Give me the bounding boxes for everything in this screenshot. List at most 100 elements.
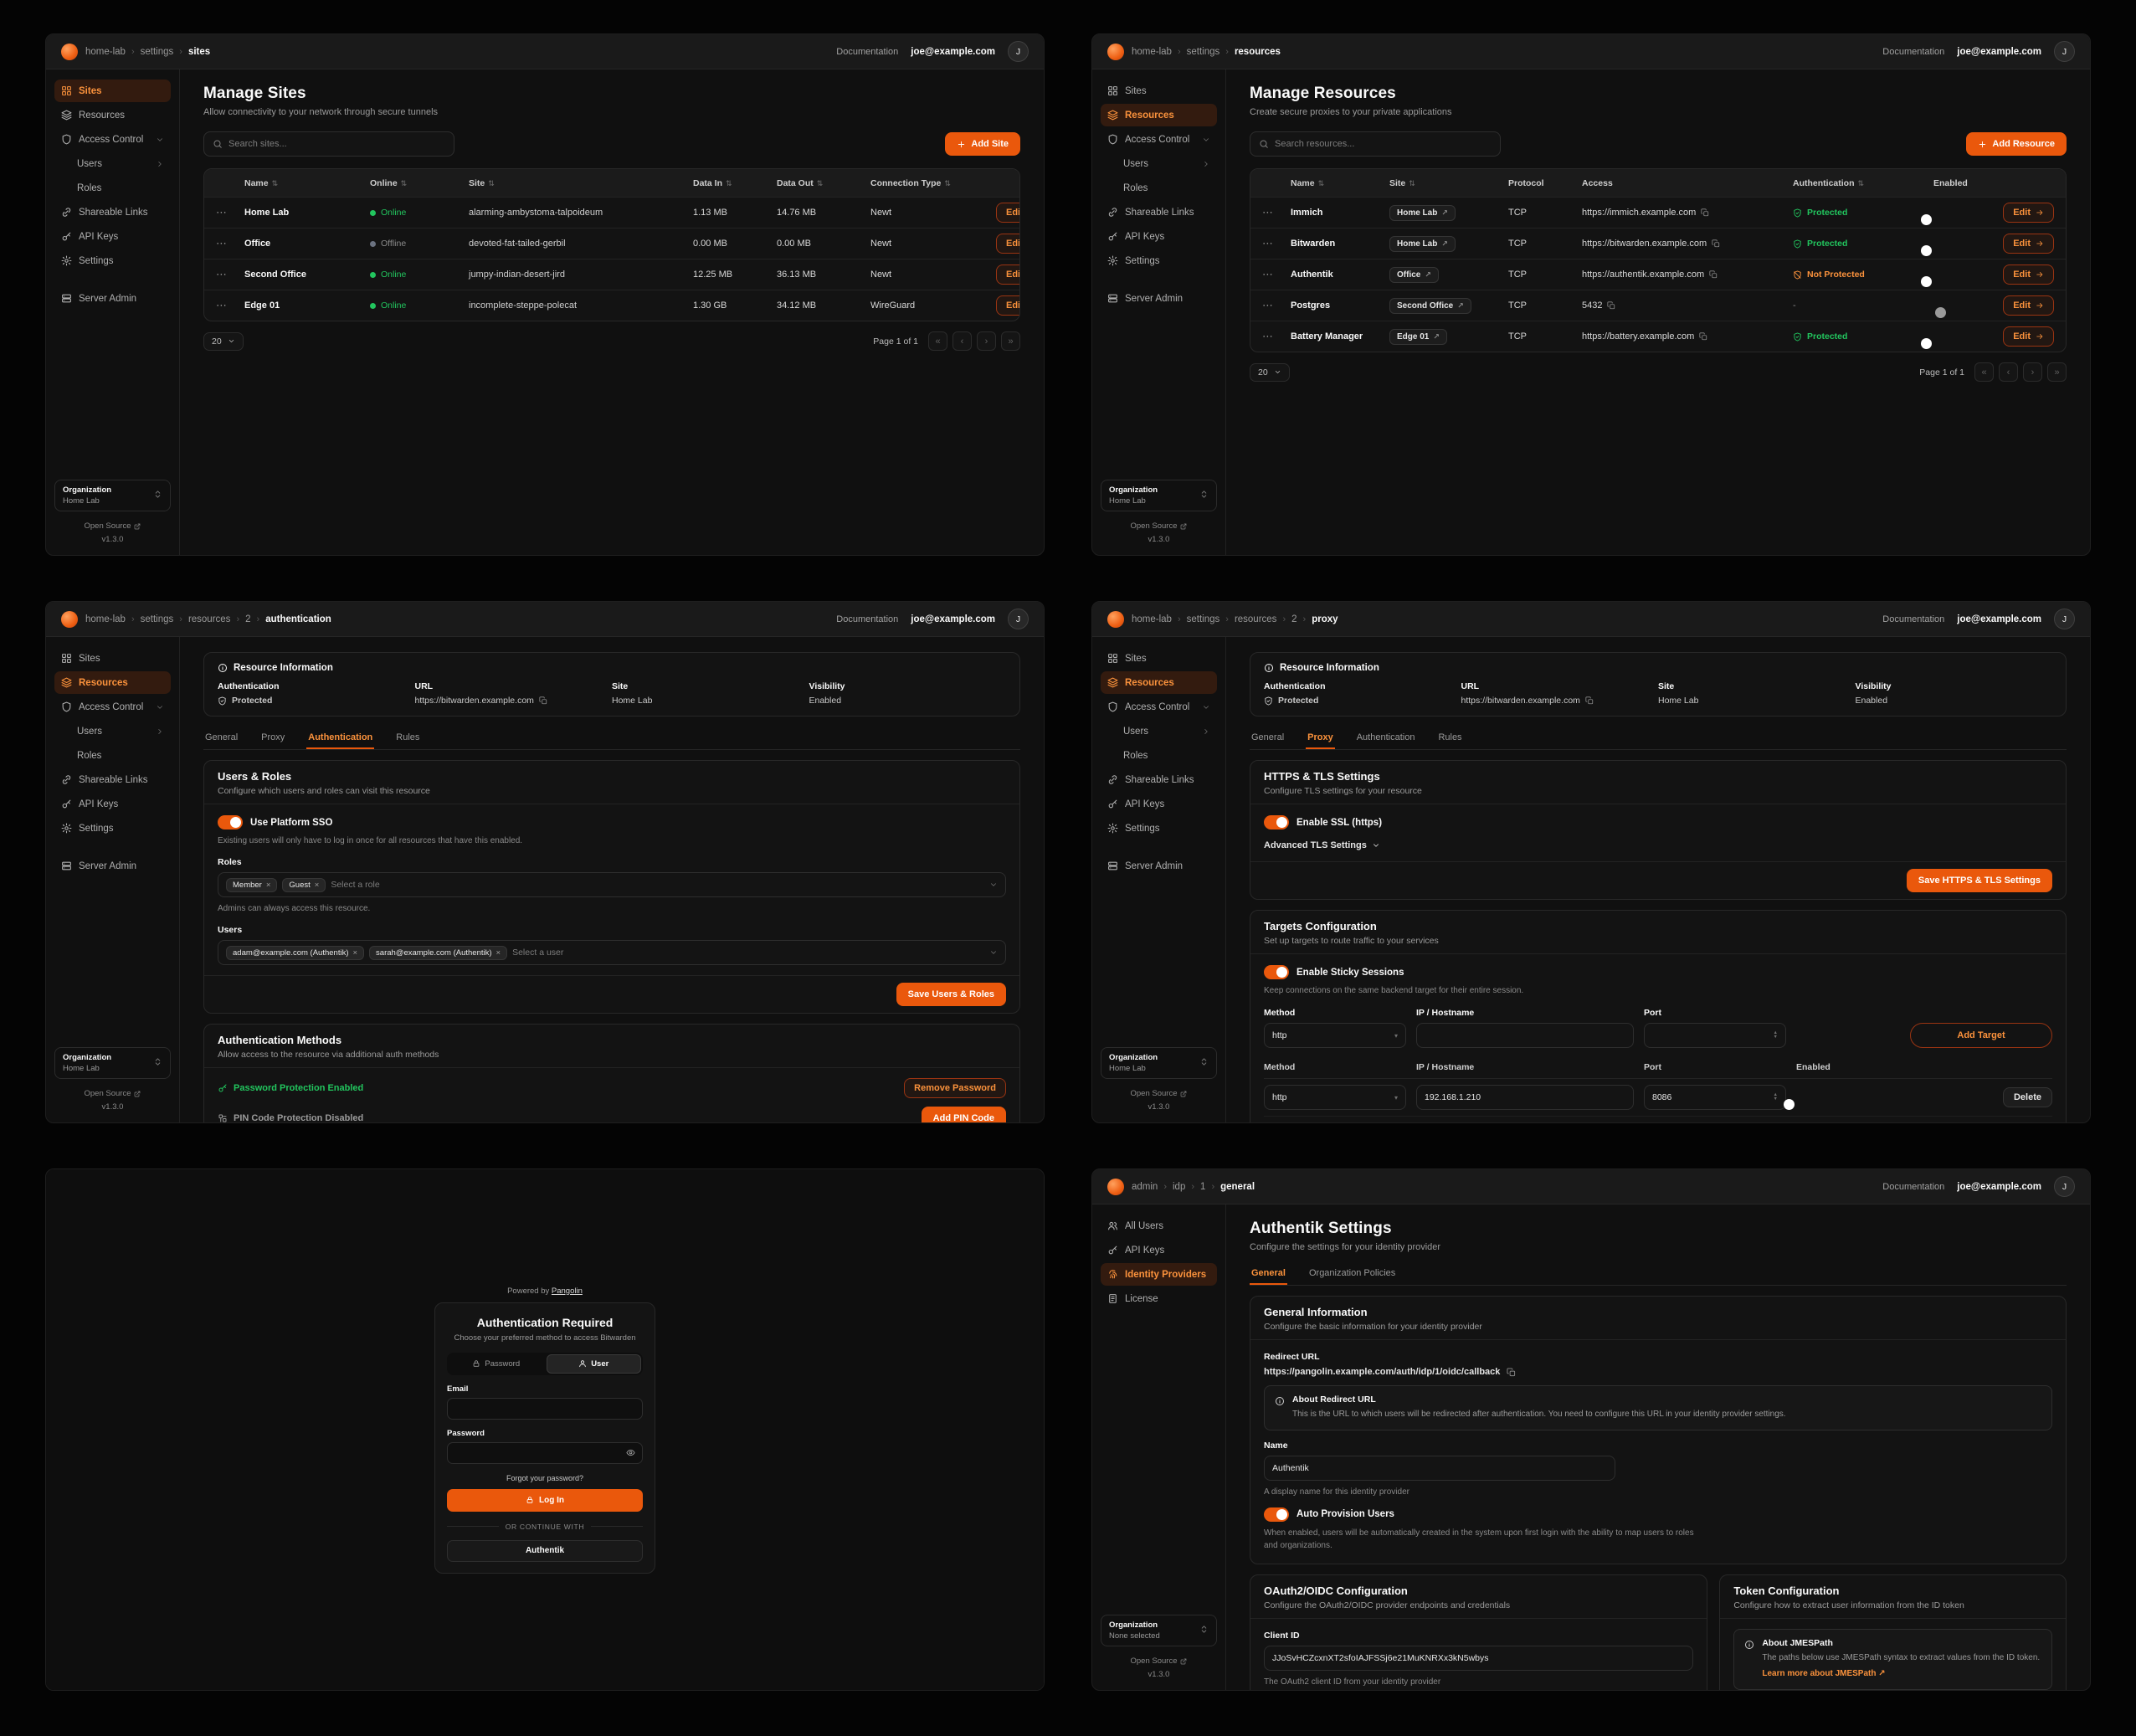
column-name[interactable]: Name ⇅ bbox=[1291, 177, 1325, 188]
tab-rules[interactable]: Rules bbox=[396, 732, 420, 742]
copy-icon[interactable] bbox=[1709, 270, 1718, 279]
breadcrumb-item[interactable]: idp bbox=[1173, 1181, 1186, 1192]
avatar[interactable]: J bbox=[2054, 1176, 2075, 1197]
sidebar-item-api-keys[interactable]: API Keys bbox=[1101, 225, 1217, 248]
number-stepper-icon[interactable]: ▲ ▼ bbox=[1773, 1092, 1778, 1102]
sidebar-item-users[interactable]: Users bbox=[54, 152, 171, 175]
account-email[interactable]: joe@example.com bbox=[911, 614, 995, 624]
row-menu-icon[interactable]: ⋯ bbox=[1262, 237, 1273, 249]
site-badge[interactable]: Edge 01 ↗ bbox=[1389, 328, 1447, 345]
open-source-link[interactable]: Open Source bbox=[85, 520, 141, 533]
site-badge[interactable]: Home Lab ↗ bbox=[1389, 204, 1456, 221]
access-port[interactable]: 5432 bbox=[1582, 300, 1603, 311]
sidebar-item-resources[interactable]: Resources bbox=[54, 671, 171, 694]
tab-proxy[interactable]: Proxy bbox=[261, 732, 285, 742]
organization-selector[interactable]: Organization Home Lab bbox=[1101, 479, 1217, 511]
add-resource-button[interactable]: Add Resource bbox=[1966, 132, 2067, 156]
edit-button[interactable]: Edit bbox=[996, 234, 1019, 254]
account-email[interactable]: joe@example.com bbox=[1957, 614, 2041, 624]
sidebar-item-shareable-links[interactable]: Shareable Links bbox=[1101, 201, 1217, 223]
sidebar-item-sites[interactable]: Sites bbox=[54, 647, 171, 670]
breadcrumb-item[interactable]: settings bbox=[140, 614, 174, 624]
site-badge[interactable]: Office ↗ bbox=[1389, 266, 1439, 283]
breadcrumb-item[interactable]: general bbox=[1220, 1181, 1255, 1192]
first-page-button[interactable]: « bbox=[1974, 362, 1994, 382]
sidebar-item-access-control[interactable]: Access Control bbox=[1101, 128, 1217, 151]
row-menu-icon[interactable]: ⋯ bbox=[1262, 206, 1273, 218]
access-url[interactable]: https://bitwarden.example.com bbox=[1582, 239, 1707, 249]
breadcrumb-item[interactable]: resources bbox=[1234, 614, 1277, 624]
column-authentication[interactable]: Authentication ⇅ bbox=[1793, 177, 1865, 188]
sidebar-item-roles[interactable]: Roles bbox=[54, 177, 171, 199]
sidebar-item-shareable-links[interactable]: Shareable Links bbox=[1101, 768, 1217, 791]
jmespath-learn-more-link[interactable]: Learn more about JMESPath ↗ bbox=[1762, 1669, 1886, 1678]
tab-general[interactable]: General bbox=[1250, 1262, 1287, 1285]
method-select[interactable]: http ▾ bbox=[1264, 1023, 1406, 1048]
open-source-link[interactable]: Open Source bbox=[1131, 520, 1188, 533]
authentik-sso-button[interactable]: Authentik bbox=[447, 1539, 643, 1562]
ip-hostname-input[interactable] bbox=[1416, 1023, 1634, 1048]
chip-close-icon[interactable]: × bbox=[495, 948, 501, 958]
sidebar-item-license[interactable]: License bbox=[1101, 1287, 1217, 1310]
column-site[interactable]: Site ⇅ bbox=[469, 177, 495, 188]
advanced-tls-settings-link[interactable]: Advanced TLS Settings bbox=[1264, 840, 2052, 850]
sidebar-item-roles[interactable]: Roles bbox=[1101, 744, 1217, 767]
edit-button[interactable]: Edit bbox=[2003, 265, 2054, 285]
account-email[interactable]: joe@example.com bbox=[1957, 46, 2041, 57]
sidebar-item-settings[interactable]: Settings bbox=[54, 817, 171, 840]
row-menu-icon[interactable]: ⋯ bbox=[216, 268, 227, 280]
port-input[interactable]: ▲▼ bbox=[1644, 1085, 1786, 1110]
pangolin-link[interactable]: Pangolin bbox=[551, 1286, 583, 1296]
chip-close-icon[interactable]: × bbox=[352, 948, 358, 958]
breadcrumb-item[interactable]: home-lab bbox=[85, 614, 126, 624]
breadcrumb-item[interactable]: authentication bbox=[265, 614, 331, 624]
prev-page-button[interactable]: ‹ bbox=[1999, 362, 2018, 382]
search-input[interactable] bbox=[228, 139, 445, 149]
next-page-button[interactable]: › bbox=[2023, 362, 2042, 382]
access-url[interactable]: https://authentik.example.com bbox=[1582, 270, 1705, 280]
sidebar-item-server-admin[interactable]: Server Admin bbox=[1101, 287, 1217, 310]
sidebar-item-access-control[interactable]: Access Control bbox=[1101, 696, 1217, 718]
breadcrumb-item[interactable]: home-lab bbox=[1132, 614, 1172, 624]
breadcrumb-item[interactable]: settings bbox=[140, 46, 174, 57]
organization-selector[interactable]: Organization Home Lab bbox=[54, 1046, 171, 1079]
breadcrumb-item[interactable]: resources bbox=[1234, 46, 1281, 57]
organization-selector[interactable]: Organization Home Lab bbox=[54, 479, 171, 511]
row-menu-icon[interactable]: ⋯ bbox=[216, 299, 227, 311]
site-badge[interactable]: Second Office ↗ bbox=[1389, 297, 1471, 314]
last-page-button[interactable]: » bbox=[2047, 362, 2067, 382]
redirect-url-value[interactable]: https://pangolin.example.com/auth/idp/1/… bbox=[1264, 1367, 1501, 1377]
copy-icon[interactable] bbox=[1712, 239, 1720, 248]
enable-ssl-toggle[interactable] bbox=[1264, 815, 1289, 829]
documentation-link[interactable]: Documentation bbox=[836, 46, 899, 57]
edit-button[interactable]: Edit bbox=[2003, 203, 2054, 223]
breadcrumb-item[interactable]: home-lab bbox=[85, 46, 126, 57]
sidebar-item-server-admin[interactable]: Server Admin bbox=[54, 287, 171, 310]
column-online[interactable]: Online ⇅ bbox=[370, 177, 408, 188]
sticky-sessions-toggle[interactable] bbox=[1264, 965, 1289, 979]
copy-icon[interactable] bbox=[1607, 301, 1615, 310]
chip-close-icon[interactable]: × bbox=[314, 880, 320, 890]
sidebar-item-api-keys[interactable]: API Keys bbox=[1101, 1239, 1217, 1261]
last-page-button[interactable]: » bbox=[1001, 331, 1020, 351]
column-data-out[interactable]: Data Out ⇅ bbox=[777, 177, 824, 188]
row-menu-icon[interactable]: ⋯ bbox=[1262, 299, 1273, 311]
tab-organization-policies[interactable]: Organization Policies bbox=[1308, 1268, 1396, 1278]
edit-button[interactable]: Edit bbox=[2003, 295, 2054, 316]
row-menu-icon[interactable]: ⋯ bbox=[1262, 268, 1273, 280]
sidebar-item-shareable-links[interactable]: Shareable Links bbox=[54, 768, 171, 791]
sidebar-item-api-keys[interactable]: API Keys bbox=[54, 793, 171, 815]
copy-icon[interactable] bbox=[1507, 1367, 1516, 1377]
remove-password-button[interactable]: Remove Password bbox=[904, 1078, 1006, 1098]
tab-password[interactable]: Password bbox=[449, 1354, 544, 1374]
users-multiselect[interactable]: adam@example.com (Authentik) × sarah@exam… bbox=[218, 940, 1006, 965]
access-url[interactable]: https://battery.example.com bbox=[1582, 331, 1695, 342]
tab-general[interactable]: General bbox=[1251, 732, 1285, 742]
port-input[interactable]: ▲▼ bbox=[1644, 1023, 1786, 1048]
sidebar-item-all-users[interactable]: All Users bbox=[1101, 1215, 1217, 1237]
edit-button[interactable]: Edit bbox=[996, 265, 1019, 285]
edit-button[interactable]: Edit bbox=[2003, 234, 2054, 254]
save-tls-button[interactable]: Save HTTPS & TLS Settings bbox=[1906, 869, 2052, 892]
platform-sso-toggle[interactable] bbox=[218, 815, 243, 829]
first-page-button[interactable]: « bbox=[928, 331, 947, 351]
